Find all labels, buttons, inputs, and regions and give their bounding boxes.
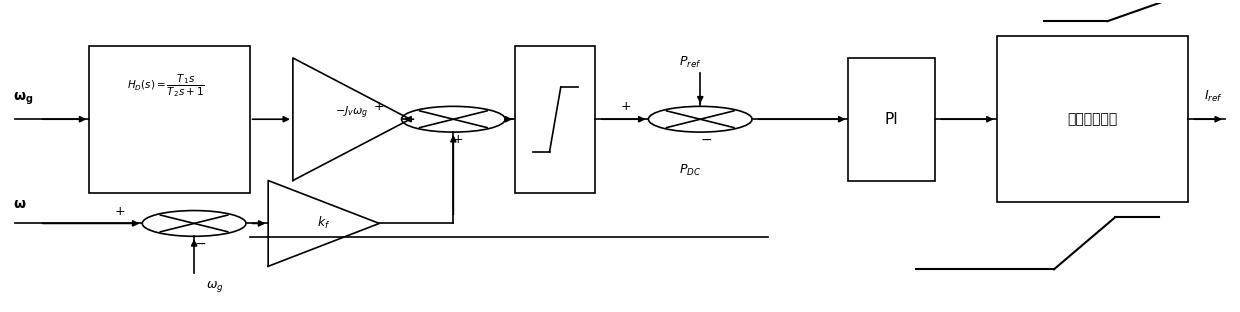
Text: 电压偏差控制: 电压偏差控制	[1068, 112, 1117, 126]
Bar	[848, 58, 935, 181]
Bar	[997, 37, 1188, 202]
Text: PI: PI	[884, 112, 899, 127]
Text: $I_{ref}$: $I_{ref}$	[1204, 89, 1223, 104]
Text: $\omega_g$: $\omega_g$	[207, 279, 224, 294]
Text: +: +	[453, 133, 464, 146]
Text: −: −	[195, 237, 206, 251]
Bar	[89, 46, 249, 193]
Text: $-J_v\omega_g$: $-J_v\omega_g$	[335, 105, 368, 121]
Text: +: +	[374, 100, 384, 114]
Text: $P_{ref}$: $P_{ref}$	[680, 55, 702, 70]
Text: $P_{DC}$: $P_{DC}$	[680, 163, 702, 178]
Text: $H_D(s) = \dfrac{T_1 s}{T_2 s+1}$: $H_D(s) = \dfrac{T_1 s}{T_2 s+1}$	[128, 72, 205, 99]
Text: $\mathbf{\omega}$: $\mathbf{\omega}$	[12, 197, 26, 211]
Bar	[515, 46, 595, 193]
Text: +: +	[115, 205, 125, 218]
Text: $\mathbf{\omega_g}$: $\mathbf{\omega_g}$	[12, 91, 33, 107]
Text: +: +	[621, 100, 631, 114]
Text: −: −	[701, 133, 712, 147]
Text: $k_f$: $k_f$	[317, 215, 330, 232]
